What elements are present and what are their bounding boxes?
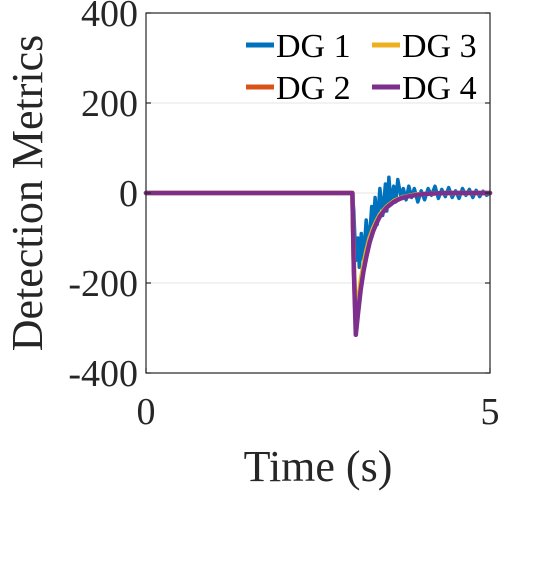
y-axis-label: Detection Metrics xyxy=(3,35,52,351)
plot-series xyxy=(143,175,493,338)
legend: DG 1 DG 2 DG 3 DG 4 xyxy=(246,28,477,107)
legend-label: DG 4 xyxy=(402,70,477,107)
legend-label: DG 2 xyxy=(276,70,351,107)
y-tick-label: 0 xyxy=(119,173,138,215)
x-tick-label: 5 xyxy=(481,391,500,433)
x-axis-label: Time (s) xyxy=(244,442,393,491)
y-tick-label: -200 xyxy=(68,263,138,305)
legend-label: DG 1 xyxy=(276,28,351,65)
series-line-4 xyxy=(143,190,493,338)
x-tick-label: 0 xyxy=(137,391,156,433)
y-tick-label: 200 xyxy=(81,83,138,125)
legend-label: DG 3 xyxy=(402,28,477,65)
y-tick-label: -400 xyxy=(68,353,138,395)
y-tick-label: 400 xyxy=(81,0,138,35)
